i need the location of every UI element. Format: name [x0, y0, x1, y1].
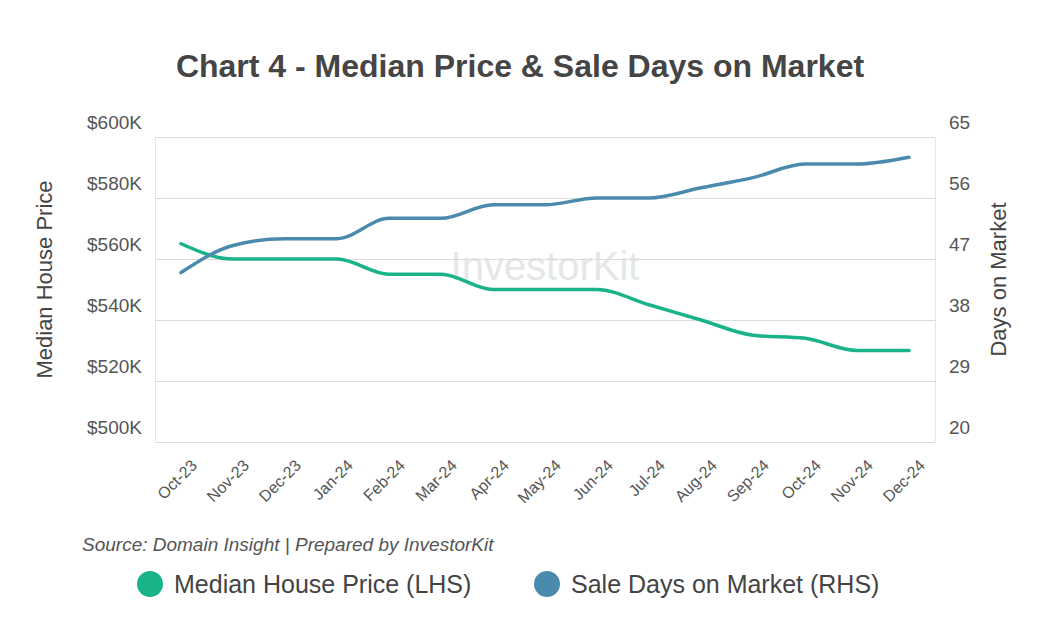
x-tick-label: Dec-24	[880, 456, 929, 505]
y-tick-label: $500K	[87, 417, 142, 438]
y-tick: $600K	[87, 112, 935, 138]
x-tick: Mar-24	[412, 442, 460, 504]
x-tick-label: May-24	[514, 456, 564, 506]
y-tick: $500K	[87, 417, 935, 443]
legend: Median House Price (LHS) Sale Days on Mar…	[137, 570, 879, 598]
x-tick-label: Feb-24	[360, 456, 408, 504]
y-tick-label: $540K	[87, 295, 142, 316]
y2-tick: 56	[935, 173, 970, 199]
lines	[181, 157, 909, 350]
legend-label: Median House Price (LHS)	[174, 570, 471, 598]
y2-tick: 47	[935, 234, 970, 260]
y2-tick-label: 47	[949, 234, 970, 255]
y2-tick: 65	[935, 112, 970, 138]
y2-tick: 29	[935, 356, 970, 382]
x-tick-label: Nov-24	[828, 456, 877, 505]
series-line	[181, 244, 909, 351]
y-axis-line	[156, 138, 936, 443]
y-tick-label: $560K	[87, 234, 142, 255]
x-tick-label: Nov-23	[204, 456, 253, 505]
x-tick: Feb-24	[360, 442, 408, 504]
x-axis: Oct-23Nov-23Dec-23Jan-24Feb-24Mar-24Apr-…	[154, 442, 928, 506]
legend-marker	[534, 571, 560, 597]
plot-area: InvestorKit $500K $520K $540K $560K $580K $600…	[87, 112, 970, 506]
y2-tick-label: 20	[949, 417, 970, 438]
y-tick: $520K	[87, 356, 935, 382]
y-axis: $500K $520K $540K $560K $580K $600K	[87, 112, 935, 443]
x-tick-label: Mar-24	[412, 456, 460, 504]
x-tick: Nov-23	[204, 442, 253, 505]
y-tick-label: $580K	[87, 173, 142, 194]
x-tick-label: Jul-24	[625, 456, 668, 499]
grid-line	[155, 442, 935, 443]
x-tick-label: Oct-24	[778, 456, 824, 502]
source: Source: Domain Insight | Prepared by Inv…	[82, 534, 494, 555]
x-tick: May-24	[514, 442, 564, 506]
chart: Chart 4 - Median Price & Sale Days on Ma…	[0, 0, 1040, 640]
x-tick-label: Jun-24	[569, 456, 616, 503]
y-tick: $580K	[87, 173, 935, 199]
x-tick: Dec-24	[880, 442, 929, 505]
y2-tick-label: 56	[949, 173, 970, 194]
x-tick: Jun-24	[569, 442, 616, 503]
y2-axis: 20 29 38 47 56 65	[935, 112, 970, 443]
x-tick: Apr-24	[466, 442, 512, 503]
x-tick: Nov-24	[828, 442, 877, 505]
y2-axis-line	[935, 138, 936, 443]
series-line	[181, 157, 909, 272]
x-tick: Aug-24	[672, 442, 721, 505]
x-tick: Sep-24	[724, 442, 773, 505]
x-tick-label: Aug-24	[672, 456, 721, 505]
y2-tick: 20	[935, 417, 970, 443]
x-tick-label: Apr-24	[466, 456, 512, 502]
x-tick: Oct-23	[154, 442, 200, 503]
grid-line	[155, 198, 935, 199]
y2-tick: 38	[935, 295, 970, 321]
legend-label: Sale Days on Market (RHS)	[571, 570, 879, 598]
y2-tick-label: 29	[949, 356, 970, 377]
y-tick: $540K	[87, 295, 935, 321]
x-tick-label: Oct-23	[154, 456, 200, 502]
grid-line	[155, 320, 935, 321]
y2-tick-label: 65	[949, 112, 970, 133]
y-axis-title: Median House Price	[32, 180, 57, 378]
grid-line	[155, 381, 935, 382]
x-tick-label: Sep-24	[724, 456, 773, 505]
x-tick: Dec-23	[256, 442, 305, 505]
y-tick-label: $520K	[87, 356, 142, 377]
grid-line	[155, 137, 935, 138]
y-tick-label: $600K	[87, 112, 142, 133]
watermark: InvestorKit	[451, 244, 640, 288]
x-tick: Jan-24	[309, 442, 356, 503]
x-tick: Oct-24	[778, 442, 824, 503]
title: Chart 4 - Median Price & Sale Days on Ma…	[176, 48, 865, 84]
x-tick-label: Jan-24	[309, 456, 356, 503]
y2-axis-title: Days on Market	[986, 202, 1011, 356]
x-tick-label: Dec-23	[256, 456, 305, 505]
x-tick: Jul-24	[625, 442, 668, 499]
legend-marker	[137, 571, 163, 597]
y2-tick-label: 38	[949, 295, 970, 316]
